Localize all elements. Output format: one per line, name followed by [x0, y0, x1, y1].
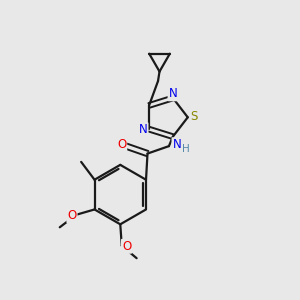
Text: N: N: [139, 123, 148, 136]
Text: O: O: [122, 240, 131, 253]
Text: O: O: [67, 209, 76, 222]
Text: N: N: [172, 138, 181, 151]
Text: N: N: [169, 87, 177, 100]
Text: O: O: [117, 138, 126, 151]
Text: H: H: [182, 144, 190, 154]
Text: S: S: [190, 110, 197, 123]
